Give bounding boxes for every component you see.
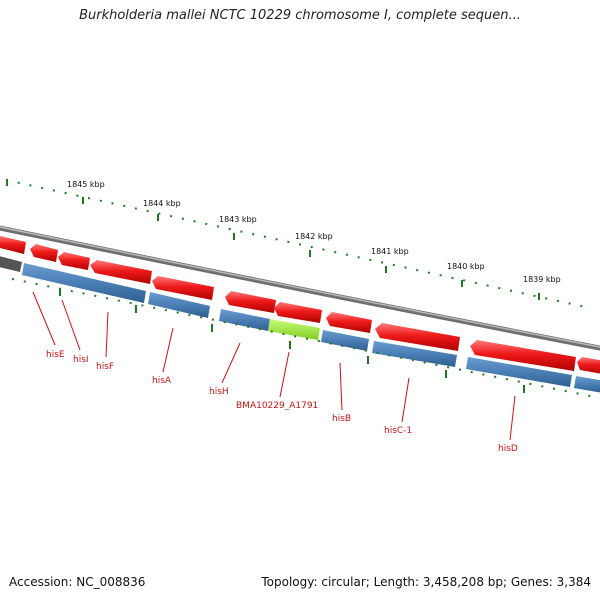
gene-arrow-hisI[interactable] (30, 244, 58, 262)
gene-label: hisI (73, 355, 89, 365)
reverse-strand-genes (22, 263, 600, 393)
gene-label: hisA (152, 376, 172, 386)
scale-label: 1845 kbp (67, 180, 105, 189)
scale-label: 1843 kbp (219, 215, 257, 224)
forward-strand-genes (0, 236, 600, 374)
scale-major-ticks (6, 179, 540, 300)
gene-arrow-hisC-1[interactable] (375, 323, 460, 351)
genome-summary-text: Topology: circular; Length: 3,458,208 bp… (261, 575, 591, 589)
gene-arrow-end[interactable] (577, 357, 600, 374)
gene-arrow-hisF[interactable] (58, 252, 90, 270)
gene-arrow-hisE[interactable] (0, 236, 26, 254)
gene-bar-hisE-hisF[interactable] (22, 263, 146, 303)
scale-label: 1839 kbp (523, 275, 561, 284)
gene-arrow-hisD[interactable] (470, 340, 576, 371)
gene-bar-end[interactable] (574, 376, 600, 393)
gene-bar-BMA10229_A1791[interactable] (268, 319, 320, 340)
gene-label: hisE (46, 350, 65, 360)
gene-bar-hisH[interactable] (219, 309, 270, 331)
lower-scale-ticks (11, 278, 600, 399)
gene-label: hisC-1 (384, 426, 412, 436)
gene-arrow-hisH[interactable] (225, 291, 276, 313)
gene-bar-hisA[interactable] (148, 292, 210, 318)
scale-label: 1844 kbp (143, 199, 181, 208)
gene-label: BMA10229_A1791 (236, 401, 318, 411)
accession-text: Accession: NC_008836 (9, 575, 146, 589)
gene-label: hisH (209, 387, 229, 397)
gene-arrow-hisA[interactable] (90, 260, 152, 284)
gene-labels: hisE hisI hisF hisA hisH BMA10229_A1791 … (46, 350, 518, 454)
gene-bar-hisB[interactable] (321, 330, 369, 351)
scale-label: 1842 kbp (295, 232, 333, 241)
gene-label: hisF (96, 362, 114, 372)
gene-arrow-4[interactable] (152, 276, 214, 300)
scale-label: 1841 kbp (371, 247, 409, 256)
gene-bar-hisC-1[interactable] (372, 341, 457, 367)
gene-bar-hisD[interactable] (466, 357, 572, 387)
chromosome-backbone (0, 225, 600, 351)
map-title: Burkholderia mallei NCTC 10229 chromosom… (79, 8, 521, 23)
scale-ticks (5, 179, 591, 309)
gene-label: hisD (498, 444, 518, 454)
scale-labels: 1845 kbp 1844 kbp 1843 kbp 1842 kbp 1841… (67, 180, 561, 284)
gene-label: hisB (332, 414, 351, 424)
gene-arrow-hisB[interactable] (326, 312, 372, 333)
label-leaders (32, 291, 516, 441)
gene-arrow-BMA10229_A1791[interactable] (274, 302, 322, 323)
scale-label: 1840 kbp (447, 262, 485, 271)
gene-arrow-stub[interactable] (0, 255, 22, 272)
